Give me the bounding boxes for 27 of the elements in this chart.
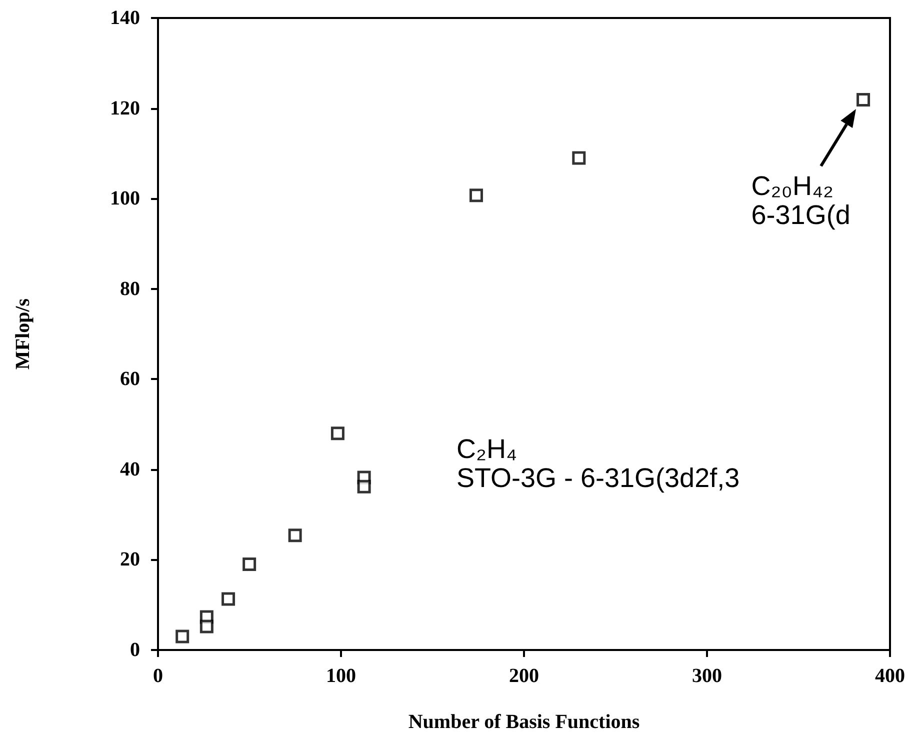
y-tick-label: 100 (110, 188, 140, 210)
point (330, 426, 344, 440)
point (469, 188, 483, 202)
y-axis-title: MFlop/s (12, 298, 34, 370)
annotation: C₂H₄ STO-3G - 6-31G(3d2f,3 (456, 434, 740, 494)
y-tick-label: 60 (120, 368, 140, 390)
point (200, 620, 214, 634)
y-tick-label: 40 (120, 458, 140, 480)
y-tick-label: 140 (110, 7, 140, 29)
point (222, 592, 236, 606)
point (242, 557, 256, 571)
x-tick-label: 400 (875, 665, 905, 687)
y-tick-label: 20 (120, 548, 140, 571)
y-tick-label: 120 (110, 97, 140, 120)
point (357, 480, 371, 494)
x-axis-title: Number of Basis Functions (408, 711, 640, 733)
point (572, 151, 586, 165)
x-tick-label: 100 (326, 665, 356, 687)
annotation: C₂₀H₄₂ 6-31G(d (751, 170, 850, 230)
y-tick-label: 80 (120, 278, 140, 300)
y-tick-label: 0 (130, 639, 140, 661)
x-tick-label: 300 (692, 665, 722, 687)
x-tick-label: 0 (153, 665, 163, 687)
point (856, 92, 870, 106)
x-tick-label: 200 (509, 665, 539, 687)
point (288, 528, 302, 542)
point (176, 630, 190, 644)
